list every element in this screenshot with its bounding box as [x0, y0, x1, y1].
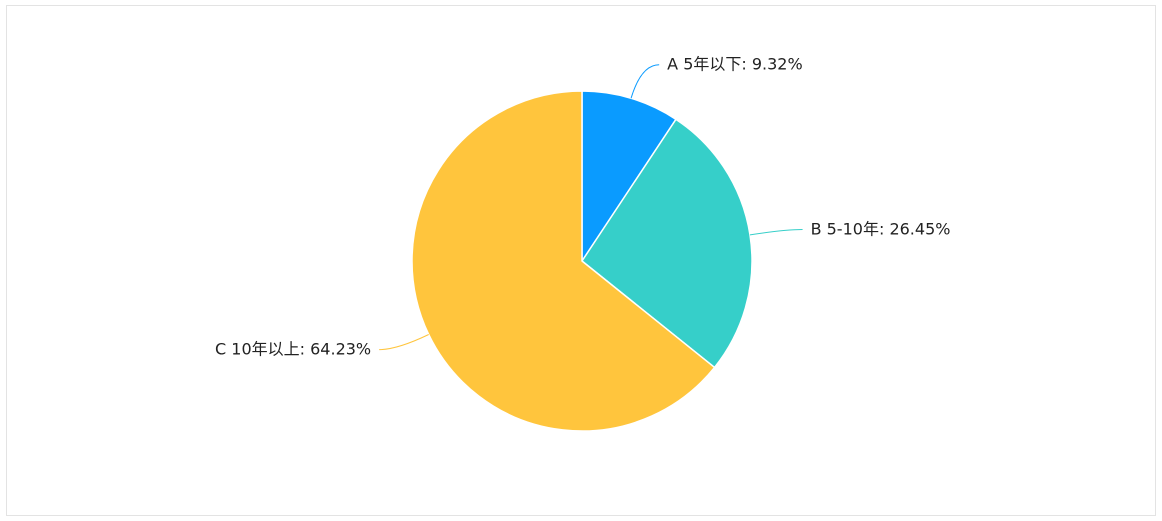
slice-label: B 5-10年: 26.45% — [811, 219, 951, 238]
slice-label-value: 9.32% — [752, 54, 803, 73]
label-line — [379, 334, 429, 351]
slice-label-name: A 5年以下 — [667, 54, 741, 73]
slice-label-separator: : — [879, 219, 889, 238]
pie-slice — [580, 118, 753, 369]
slice-label-separator: : — [300, 339, 310, 358]
label-line — [749, 229, 803, 236]
slice-label-name: C 10年以上 — [215, 339, 300, 358]
slice-label-separator: : — [741, 54, 751, 73]
slice-label-value: 26.45% — [889, 219, 950, 238]
label-line — [630, 64, 660, 99]
pie-slice — [581, 90, 677, 264]
slice-label: C 10年以上: 64.23% — [215, 339, 371, 358]
slice-label-name: B 5-10年 — [811, 219, 879, 238]
slice-label-value: 64.23% — [310, 339, 371, 358]
slice-label: A 5年以下: 9.32% — [667, 54, 803, 73]
